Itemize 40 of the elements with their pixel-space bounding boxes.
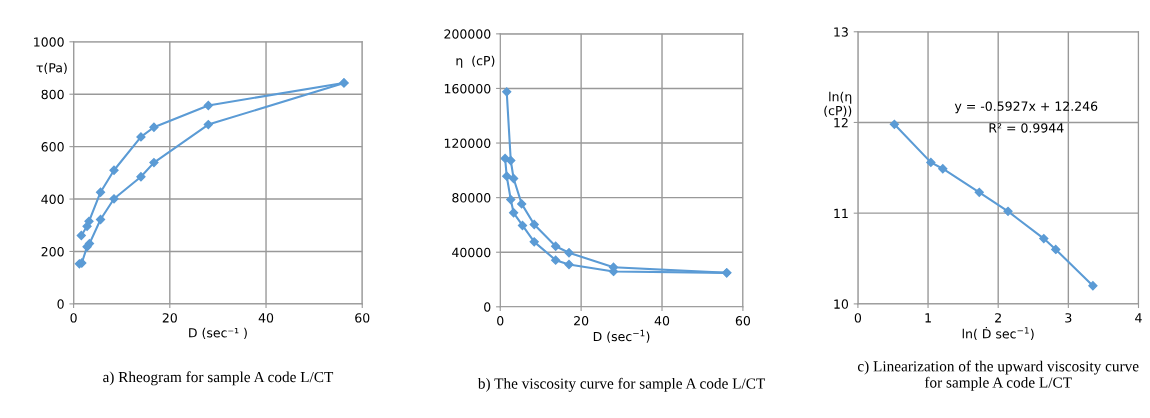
x-tick-label: 0 — [854, 313, 862, 323]
y-tick-label: 0 — [57, 299, 64, 309]
x-axis-title: D (sec⁻¹ ) — [189, 327, 247, 339]
x-tick-label: 60 — [355, 313, 370, 323]
y-axis-title: ln(η (cP)) — [824, 91, 852, 117]
x-tick-label: 4 — [1135, 313, 1142, 323]
x-tick-label: 20 — [162, 313, 177, 323]
x-axis-title: ln( Ḋ sec$^{−1}$) — [962, 326, 1034, 340]
x-tick-label: 60 — [735, 316, 751, 326]
y-tick-label: 80000 — [452, 193, 491, 203]
x-tick-label: 40 — [654, 316, 670, 326]
text: c) Linearization of the upward viscosity curve for sample A code L/CT — [857, 360, 1139, 391]
y-tick-label: 0 — [484, 302, 491, 312]
y-axis-title: τ(Pa) — [36, 62, 67, 74]
x-tick-label: 0 — [497, 316, 504, 326]
y-tick-label: 600 — [41, 142, 64, 152]
y-tick-label: 120000 — [444, 138, 491, 148]
x-tick-label: 3 — [1065, 313, 1072, 323]
x-tick-label: 20 — [574, 316, 589, 326]
text: b) The viscosity curve for sample A code L/CT — [477, 377, 766, 392]
x-tick-label: 1 — [925, 313, 931, 323]
y-tick-label: 1000 — [34, 37, 64, 47]
annotation: y = -0.5927x + 12.246 — [954, 101, 1098, 114]
y-tick-label: 13 — [834, 27, 848, 37]
y-tick-label: 40000 — [452, 247, 491, 258]
y-tick-label: 200 — [41, 246, 64, 257]
y-tick-label: 12 — [834, 117, 848, 128]
y-tick-label: 200000 — [444, 29, 491, 39]
y-axis-title: η (cP) — [456, 55, 495, 68]
x-tick-label: 40 — [258, 313, 274, 323]
y-tick-label: 10 — [834, 299, 849, 309]
y-tick-label: 400 — [41, 194, 64, 204]
x-axis-title: D (sec$^{−1}$) — [593, 329, 650, 343]
x-tick-label: 2 — [995, 313, 1001, 323]
annotation: R² = 0.9944 — [989, 123, 1064, 133]
x-tick-label: 0 — [70, 313, 77, 323]
y-tick-label: 11 — [834, 208, 848, 218]
text: a) Rheogram for sample A code L/CT — [103, 371, 334, 386]
y-tick-label: 800 — [41, 89, 64, 100]
y-tick-label: 160000 — [444, 83, 491, 94]
